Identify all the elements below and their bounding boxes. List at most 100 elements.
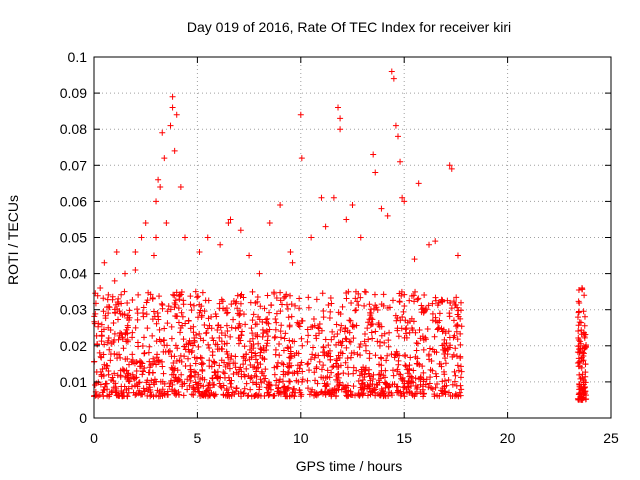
- data-point: [137, 357, 144, 364]
- data-point: [179, 313, 186, 320]
- data-point: [233, 384, 240, 391]
- data-point: [261, 378, 268, 385]
- data-point: [240, 311, 247, 318]
- data-point: [101, 383, 108, 390]
- data-point: [361, 288, 368, 295]
- data-points: [91, 68, 590, 403]
- data-point: [424, 325, 431, 332]
- data-point: [109, 388, 116, 395]
- data-point: [185, 341, 192, 348]
- data-point: [139, 342, 146, 349]
- data-point: [249, 379, 256, 386]
- data-point: [273, 310, 280, 317]
- data-point: [177, 329, 184, 336]
- data-point: [189, 347, 196, 354]
- data-point: [147, 291, 154, 298]
- data-point: [132, 324, 139, 331]
- data-point: [579, 371, 586, 378]
- data-point: [100, 393, 107, 400]
- data-point: [305, 332, 312, 339]
- data-point: [115, 295, 122, 302]
- chart-title: Day 019 of 2016, Rate Of TEC Index for r…: [187, 19, 511, 35]
- data-point: [418, 306, 425, 313]
- data-point: [305, 360, 312, 367]
- data-point: [206, 344, 213, 351]
- data-point: [168, 371, 175, 378]
- data-point: [144, 297, 151, 304]
- data-point: [204, 234, 211, 241]
- data-point: [258, 379, 265, 386]
- data-point: [292, 389, 299, 396]
- data-point: [132, 248, 139, 255]
- data-point: [283, 301, 290, 308]
- data-point: [132, 266, 139, 273]
- data-point: [198, 314, 205, 321]
- data-point: [305, 304, 312, 311]
- data-point: [109, 296, 116, 303]
- data-point: [153, 198, 160, 205]
- data-point: [242, 357, 249, 364]
- data-point: [279, 378, 286, 385]
- data-point: [205, 315, 212, 322]
- data-point: [237, 322, 244, 329]
- data-point: [401, 351, 408, 358]
- data-point: [394, 368, 401, 375]
- data-point: [452, 391, 459, 398]
- data-point: [372, 169, 379, 176]
- data-point: [264, 292, 271, 299]
- data-point: [174, 345, 181, 352]
- data-point: [435, 299, 442, 306]
- data-point: [174, 378, 181, 385]
- data-point: [380, 302, 387, 309]
- data-point: [97, 285, 104, 292]
- data-point: [450, 317, 457, 324]
- data-point: [304, 326, 311, 333]
- data-point: [297, 389, 304, 396]
- data-point: [356, 344, 363, 351]
- data-point: [266, 220, 273, 227]
- data-point: [191, 374, 198, 381]
- data-point: [349, 322, 356, 329]
- data-point: [575, 328, 582, 335]
- data-point: [316, 330, 323, 337]
- data-point: [199, 368, 206, 375]
- data-point: [197, 393, 204, 400]
- data-point: [106, 346, 113, 353]
- data-point: [370, 387, 377, 394]
- data-point: [151, 381, 158, 388]
- data-point: [111, 370, 118, 377]
- data-point: [276, 352, 283, 359]
- data-point: [124, 300, 131, 307]
- data-point: [408, 325, 415, 332]
- data-point: [333, 321, 340, 328]
- data-point: [308, 388, 315, 395]
- data-point: [146, 364, 153, 371]
- data-point: [187, 366, 194, 373]
- data-point: [125, 385, 132, 392]
- data-point: [251, 392, 258, 399]
- data-point: [315, 352, 322, 359]
- data-point: [399, 194, 406, 201]
- data-point: [385, 343, 392, 350]
- data-point: [140, 313, 147, 320]
- data-point: [366, 301, 373, 308]
- data-point: [414, 355, 421, 362]
- data-point: [252, 350, 259, 357]
- data-point: [384, 352, 391, 359]
- data-point: [446, 313, 453, 320]
- data-point: [149, 369, 156, 376]
- data-point: [235, 371, 242, 378]
- data-point: [245, 392, 252, 399]
- data-point: [350, 335, 357, 342]
- data-point: [93, 392, 100, 399]
- data-point: [455, 367, 462, 374]
- data-point: [277, 308, 284, 315]
- data-point: [386, 304, 393, 311]
- data-point: [414, 340, 421, 347]
- data-point: [267, 386, 274, 393]
- data-point: [333, 376, 340, 383]
- data-point: [455, 313, 462, 320]
- data-point: [159, 129, 166, 136]
- data-point: [140, 304, 147, 311]
- data-point: [128, 358, 135, 365]
